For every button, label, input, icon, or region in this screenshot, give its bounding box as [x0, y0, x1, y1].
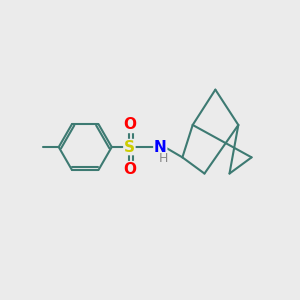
Text: S: S	[124, 140, 135, 154]
Text: N: N	[154, 140, 167, 154]
Text: O: O	[123, 118, 136, 133]
Text: H: H	[159, 152, 168, 165]
Text: O: O	[123, 162, 136, 177]
